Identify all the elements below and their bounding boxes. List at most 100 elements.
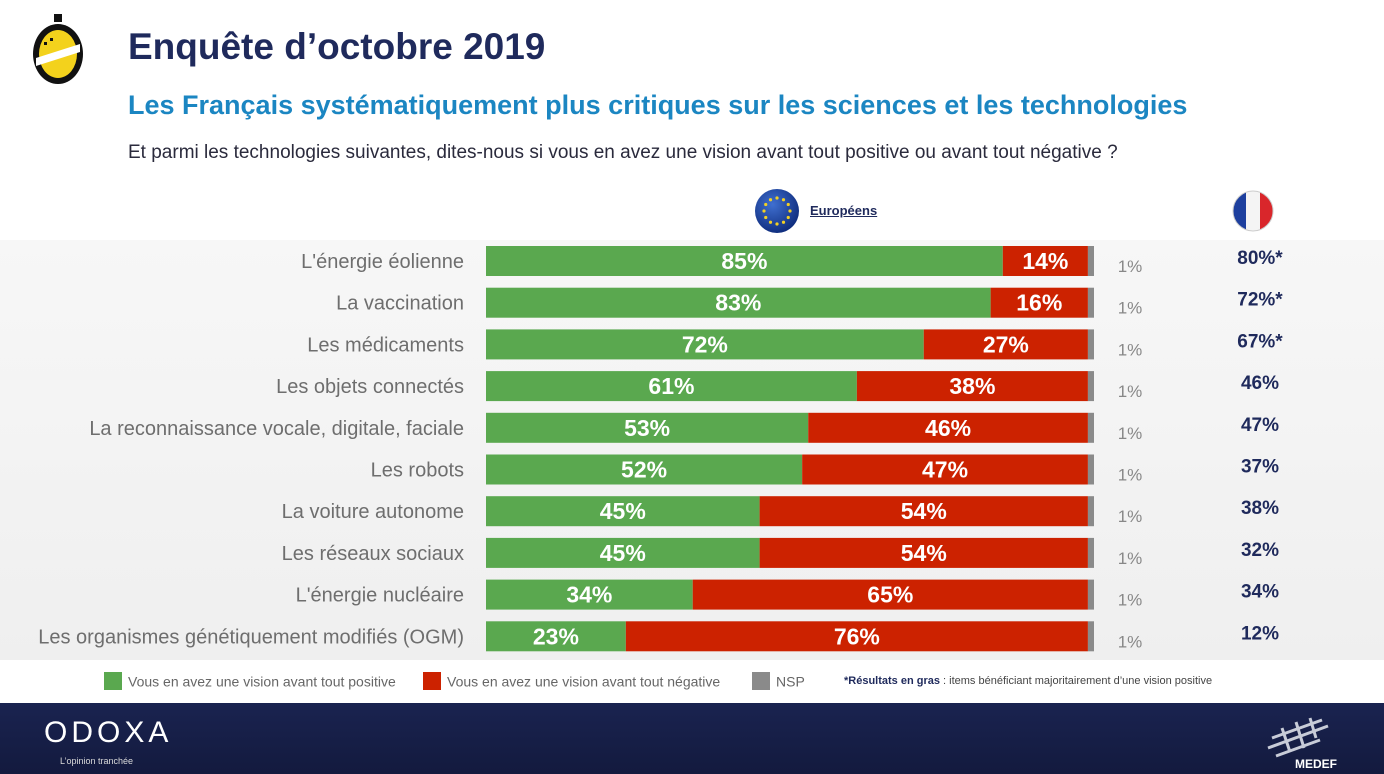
nsp-value-label: 1% [1118, 257, 1143, 276]
france-value-label: 67%* [1237, 331, 1283, 352]
bar-positive [486, 537, 760, 568]
eu-star [768, 198, 773, 202]
medef-label: MEDEF [1295, 757, 1337, 771]
eu-flag-icon [755, 189, 799, 233]
bar-positive [486, 454, 803, 485]
eu-star [775, 196, 779, 200]
nsp-value-label: 1% [1118, 632, 1143, 651]
bar-negative-label: 47% [922, 457, 968, 483]
category-label: La reconnaissance vocale, digitale, faci… [89, 418, 464, 440]
category-label: L'énergie nucléaire [296, 585, 464, 607]
category-label: L'énergie éolienne [301, 251, 464, 273]
bar-positive-label: 52% [621, 457, 667, 483]
bar-positive-label: 34% [566, 582, 612, 608]
bar-positive [486, 287, 991, 318]
nsp-value-label: 1% [1118, 424, 1143, 443]
bar-positive-label: 45% [600, 498, 646, 524]
bar-nsp [1087, 537, 1094, 568]
eu-star [786, 202, 790, 207]
bar-negative [1002, 246, 1088, 276]
europeans-column-label: Européens [810, 203, 878, 218]
france-value-label: 37% [1241, 457, 1279, 478]
eu-star [764, 215, 768, 220]
eu-star [786, 215, 790, 220]
nsp-value-label: 1% [1118, 591, 1143, 610]
stacked-bar-chart: L'énergie éolienne 85% 14% 1% 80%* La vaccina… [38, 246, 1283, 652]
nsp-value-label: 1% [1118, 466, 1143, 485]
results-note-bold: *Résultats en gras [844, 675, 940, 687]
eu-star [788, 209, 792, 213]
eu-star [781, 220, 786, 224]
page-subtitle: Les Français systématiquement plus criti… [128, 90, 1188, 120]
nsp-value-label: 1% [1118, 549, 1143, 568]
bar-negative [990, 287, 1088, 318]
survey-question: Et parmi les technologies suivantes, dit… [128, 142, 1118, 163]
bar-positive-label: 53% [624, 415, 670, 441]
eu-star [781, 198, 786, 202]
legend-nsp-label: NSP [776, 673, 805, 690]
bar-positive-label: 61% [648, 373, 694, 399]
legend-positive-label: Vous en avez une vision avant tout posit… [128, 673, 396, 690]
footer-bar [0, 703, 1384, 774]
bar-positive-label: 83% [715, 290, 761, 316]
legend-positive-swatch [104, 672, 122, 691]
bar-negative [759, 537, 1088, 568]
bar-negative-label: 14% [1022, 248, 1068, 274]
bar-nsp [1087, 621, 1094, 652]
eu-star [764, 202, 768, 207]
france-value-label: 32% [1241, 540, 1279, 561]
bar-negative-label: 46% [925, 415, 971, 441]
nsp-value-label: 1% [1118, 340, 1143, 359]
nsp-value-label: 1% [1118, 507, 1143, 526]
category-label: La vaccination [336, 293, 464, 315]
france-value-label: 34% [1241, 582, 1279, 603]
bar-nsp [1087, 287, 1094, 318]
france-value-label: 80%* [1237, 248, 1283, 269]
medef-logo-icon [1267, 717, 1329, 758]
france-value-label: 47% [1241, 415, 1279, 436]
bar-negative-label: 54% [901, 498, 947, 524]
bar-positive-label: 72% [682, 331, 728, 357]
eu-star [762, 209, 766, 213]
bar-negative-label: 27% [983, 331, 1029, 357]
bar-positive [486, 412, 809, 443]
bar-positive [486, 246, 1003, 276]
bar-positive [486, 371, 857, 402]
odoxa-brand: ODOXA [44, 716, 173, 749]
bar-negative-label: 65% [867, 582, 913, 608]
bar-positive [486, 579, 693, 610]
odoxa-logo-icon [33, 14, 83, 84]
france-flag-icon [1232, 190, 1274, 232]
bar-negative [802, 454, 1088, 485]
category-label: Les organismes génétiquement modifiés (O… [38, 626, 464, 648]
bar-negative [808, 412, 1088, 443]
bar-positive-label: 85% [721, 248, 767, 274]
eu-star [775, 222, 779, 226]
bar-negative [625, 621, 1088, 652]
legend-nsp-swatch [752, 672, 770, 691]
bar-positive [486, 621, 626, 652]
results-note-text: : items bénéficiant majoritairement d’un… [939, 675, 1213, 687]
bar-negative [923, 329, 1088, 360]
bar-negative-label: 38% [949, 373, 995, 399]
category-label: La voiture autonome [282, 501, 464, 523]
category-label: Les réseaux sociaux [282, 543, 464, 565]
nsp-value-label: 1% [1118, 382, 1143, 401]
bar-positive [486, 329, 924, 360]
bar-negative-label: 16% [1016, 290, 1062, 316]
page-title: Enquête d’octobre 2019 [128, 26, 546, 67]
france-value-label: 38% [1241, 498, 1279, 519]
bar-negative [856, 371, 1088, 402]
bar-nsp [1087, 329, 1094, 360]
bar-positive [486, 496, 760, 527]
legend-negative: Vous en avez une vision avant tout négat… [423, 672, 720, 692]
bar-positive-label: 23% [533, 623, 579, 649]
nsp-value-label: 1% [1118, 299, 1143, 318]
odoxa-tagline: L’opinion tranchée [60, 756, 134, 766]
bar-negative-label: 76% [834, 623, 880, 649]
france-value-label: 46% [1241, 373, 1279, 394]
results-note: *Résultats en gras : items bénéficiant m… [844, 675, 1212, 687]
bar-negative-label: 54% [901, 540, 947, 566]
eu-star [768, 220, 773, 224]
bar-positive-label: 45% [600, 540, 646, 566]
